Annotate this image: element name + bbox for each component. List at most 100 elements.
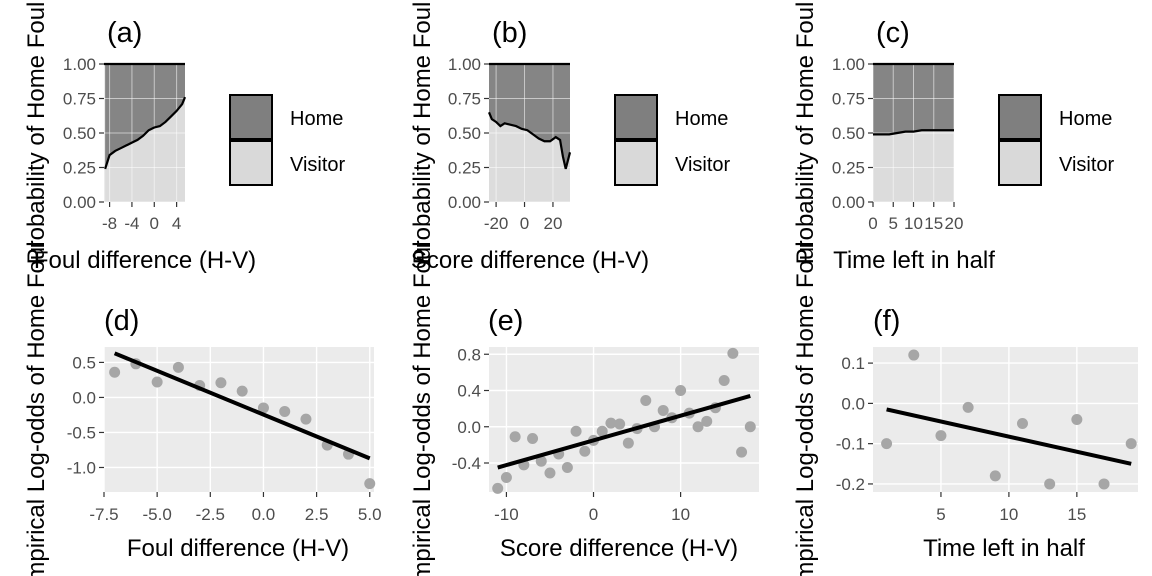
data-point-f-1 — [908, 349, 920, 361]
legend-key-b-1 — [614, 140, 658, 186]
data-point-e-12 — [596, 425, 608, 437]
y-axis-label-b: Probability of Home Foul — [409, 2, 436, 265]
panel-tag-b: (b) — [492, 17, 527, 49]
legend-label-b-1: Visitor — [675, 154, 731, 176]
data-point-e-0 — [492, 482, 504, 494]
panel-d-background — [104, 347, 374, 492]
data-point-d-9 — [300, 413, 312, 425]
xtick-label-c-2: 10 — [904, 214, 923, 233]
data-point-e-6 — [544, 467, 556, 479]
ytick-label-d-2: -0.5 — [67, 423, 96, 442]
xtick-label-e-1: 0 — [589, 505, 598, 524]
xtick-label-e-2: 10 — [671, 505, 690, 524]
legend-label-b-0: Home — [675, 108, 728, 130]
x-axis-label-d: Foul difference (H-V) — [127, 535, 349, 562]
legend-key-b-0 — [614, 94, 658, 140]
ytick-label-a-2: 0.50 — [63, 124, 96, 143]
xtick-label-b-0: -20 — [484, 214, 509, 233]
data-point-e-10 — [579, 445, 591, 457]
ytick-label-f-1: 0.0 — [841, 394, 865, 413]
panel-tag-e: (e) — [488, 305, 523, 337]
ytick-label-c-3: 0.75 — [832, 90, 865, 109]
data-point-e-4 — [527, 433, 539, 445]
legend-key-a-1 — [229, 140, 273, 186]
data-point-e-5 — [535, 455, 547, 467]
ytick-label-f-3: -0.2 — [836, 475, 865, 494]
ytick-label-f-2: -0.1 — [836, 435, 865, 454]
xtick-label-d-2: -2.5 — [196, 505, 225, 524]
ytick-label-c-2: 0.50 — [832, 124, 865, 143]
boundary-line-c — [873, 129, 954, 136]
ytick-label-e-2: 0.0 — [457, 418, 481, 437]
data-point-f-2 — [935, 430, 947, 442]
data-point-e-19 — [657, 404, 669, 416]
x-axis-label-e: Score difference (H-V) — [500, 535, 738, 562]
data-point-e-2 — [509, 431, 521, 443]
xtick-label-d-3: 0.0 — [252, 505, 276, 524]
ytick-label-e-3: -0.4 — [452, 454, 481, 473]
data-point-e-26 — [718, 375, 730, 387]
xtick-label-d-1: -5.0 — [143, 505, 172, 524]
data-point-e-23 — [692, 421, 704, 433]
data-point-f-3 — [962, 401, 974, 413]
area-home-a — [105, 64, 185, 169]
data-point-d-7 — [257, 402, 269, 414]
legend-key-c-0 — [998, 94, 1042, 140]
ytick-label-c-4: 1.00 — [832, 55, 865, 74]
xtick-label-c-1: 5 — [889, 214, 898, 233]
data-point-e-24 — [701, 415, 713, 427]
ytick-label-d-0: 0.5 — [72, 353, 96, 372]
ytick-label-a-4: 1.00 — [63, 55, 96, 74]
data-point-d-3 — [172, 361, 184, 373]
area-home-b — [489, 64, 570, 169]
ytick-label-e-1: 0.4 — [457, 382, 481, 401]
data-point-e-17 — [640, 394, 652, 406]
data-point-f-7 — [1071, 414, 1083, 425]
y-axis-label-d: Empirical Log-odds of Home Foul — [23, 241, 50, 576]
xtick-label-c-0: 0 — [868, 214, 877, 233]
data-point-d-2 — [151, 376, 163, 388]
data-point-d-5 — [215, 377, 227, 389]
x-axis-label-c: Time left in half — [833, 247, 995, 274]
area-visitor-b — [489, 112, 570, 202]
ytick-label-f-0: 0.1 — [841, 354, 865, 373]
ytick-label-c-0: 0.00 — [832, 193, 865, 212]
legend-label-c-0: Home — [1059, 108, 1112, 130]
panel-f-background — [873, 347, 1138, 492]
xtick-label-a-2: 0 — [150, 214, 159, 233]
panel-tag-d: (d) — [104, 305, 139, 337]
ytick-label-b-0: 0.00 — [448, 193, 481, 212]
xtick-label-a-3: 4 — [172, 214, 181, 233]
boundary-line-b — [487, 111, 572, 170]
legend-label-c-1: Visitor — [1059, 154, 1115, 176]
panel-tag-a: (a) — [107, 17, 142, 49]
ytick-label-a-3: 0.75 — [63, 90, 96, 109]
legend-key-a-0 — [229, 94, 273, 140]
xtick-label-b-1: 0 — [520, 214, 529, 233]
y-axis-label-c: Probability of Home Foul — [792, 2, 819, 265]
data-point-d-6 — [236, 385, 248, 397]
panel-tag-f: (f) — [873, 305, 900, 337]
xtick-label-d-5: 5.0 — [358, 505, 382, 524]
x-axis-label-a: Foul difference (H-V) — [34, 247, 256, 274]
xtick-label-f-0: 5 — [936, 505, 945, 524]
data-point-f-0 — [881, 438, 893, 450]
xtick-label-c-3: 15 — [924, 214, 943, 233]
xtick-label-f-1: 10 — [999, 505, 1018, 524]
xtick-label-b-2: 20 — [543, 214, 562, 233]
xtick-label-c-4: 20 — [945, 214, 964, 233]
data-point-e-21 — [675, 385, 687, 396]
ytick-label-a-0: 0.00 — [63, 193, 96, 212]
x-axis-label-b: Score difference (H-V) — [411, 247, 649, 274]
panel-e-background — [489, 347, 759, 492]
data-point-f-4 — [989, 470, 1001, 482]
x-axis-label-f: Time left in half — [923, 535, 1085, 562]
data-point-e-27 — [727, 347, 739, 359]
ytick-label-a-1: 0.25 — [63, 159, 96, 178]
fit-line-d — [113, 351, 371, 461]
data-point-e-13 — [605, 417, 617, 429]
boundary-line-a — [104, 96, 187, 170]
ytick-label-e-0: 0.8 — [457, 345, 481, 364]
ytick-label-b-2: 0.50 — [448, 124, 481, 143]
